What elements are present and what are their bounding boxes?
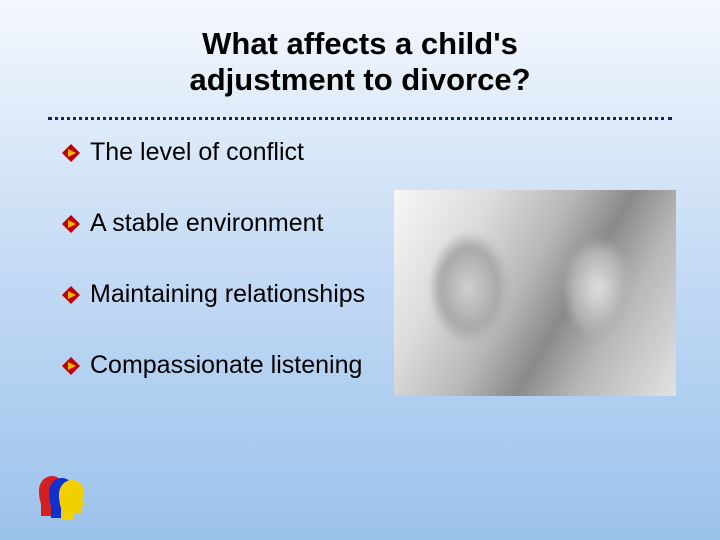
slide-title: What affects a child's adjustment to div…	[0, 26, 720, 97]
bullet-text: Maintaining relationships	[90, 280, 365, 309]
title-line-1: What affects a child's	[202, 26, 518, 61]
bullet-text: Compassionate listening	[90, 351, 362, 380]
three-heads-logo-icon	[38, 474, 98, 520]
slide: What affects a child's adjustment to div…	[0, 0, 720, 540]
bullet-diamond-icon	[62, 215, 80, 233]
bullet-diamond-icon	[62, 357, 80, 375]
title-line-2: adjustment to divorce?	[189, 62, 530, 97]
title-divider	[48, 117, 672, 120]
bullet-text: The level of conflict	[90, 138, 304, 167]
bullet-diamond-icon	[62, 286, 80, 304]
bullet-text: A stable environment	[90, 209, 323, 238]
mother-daughter-photo	[394, 190, 676, 396]
bullet-diamond-icon	[62, 144, 80, 162]
list-item: The level of conflict	[62, 138, 662, 167]
